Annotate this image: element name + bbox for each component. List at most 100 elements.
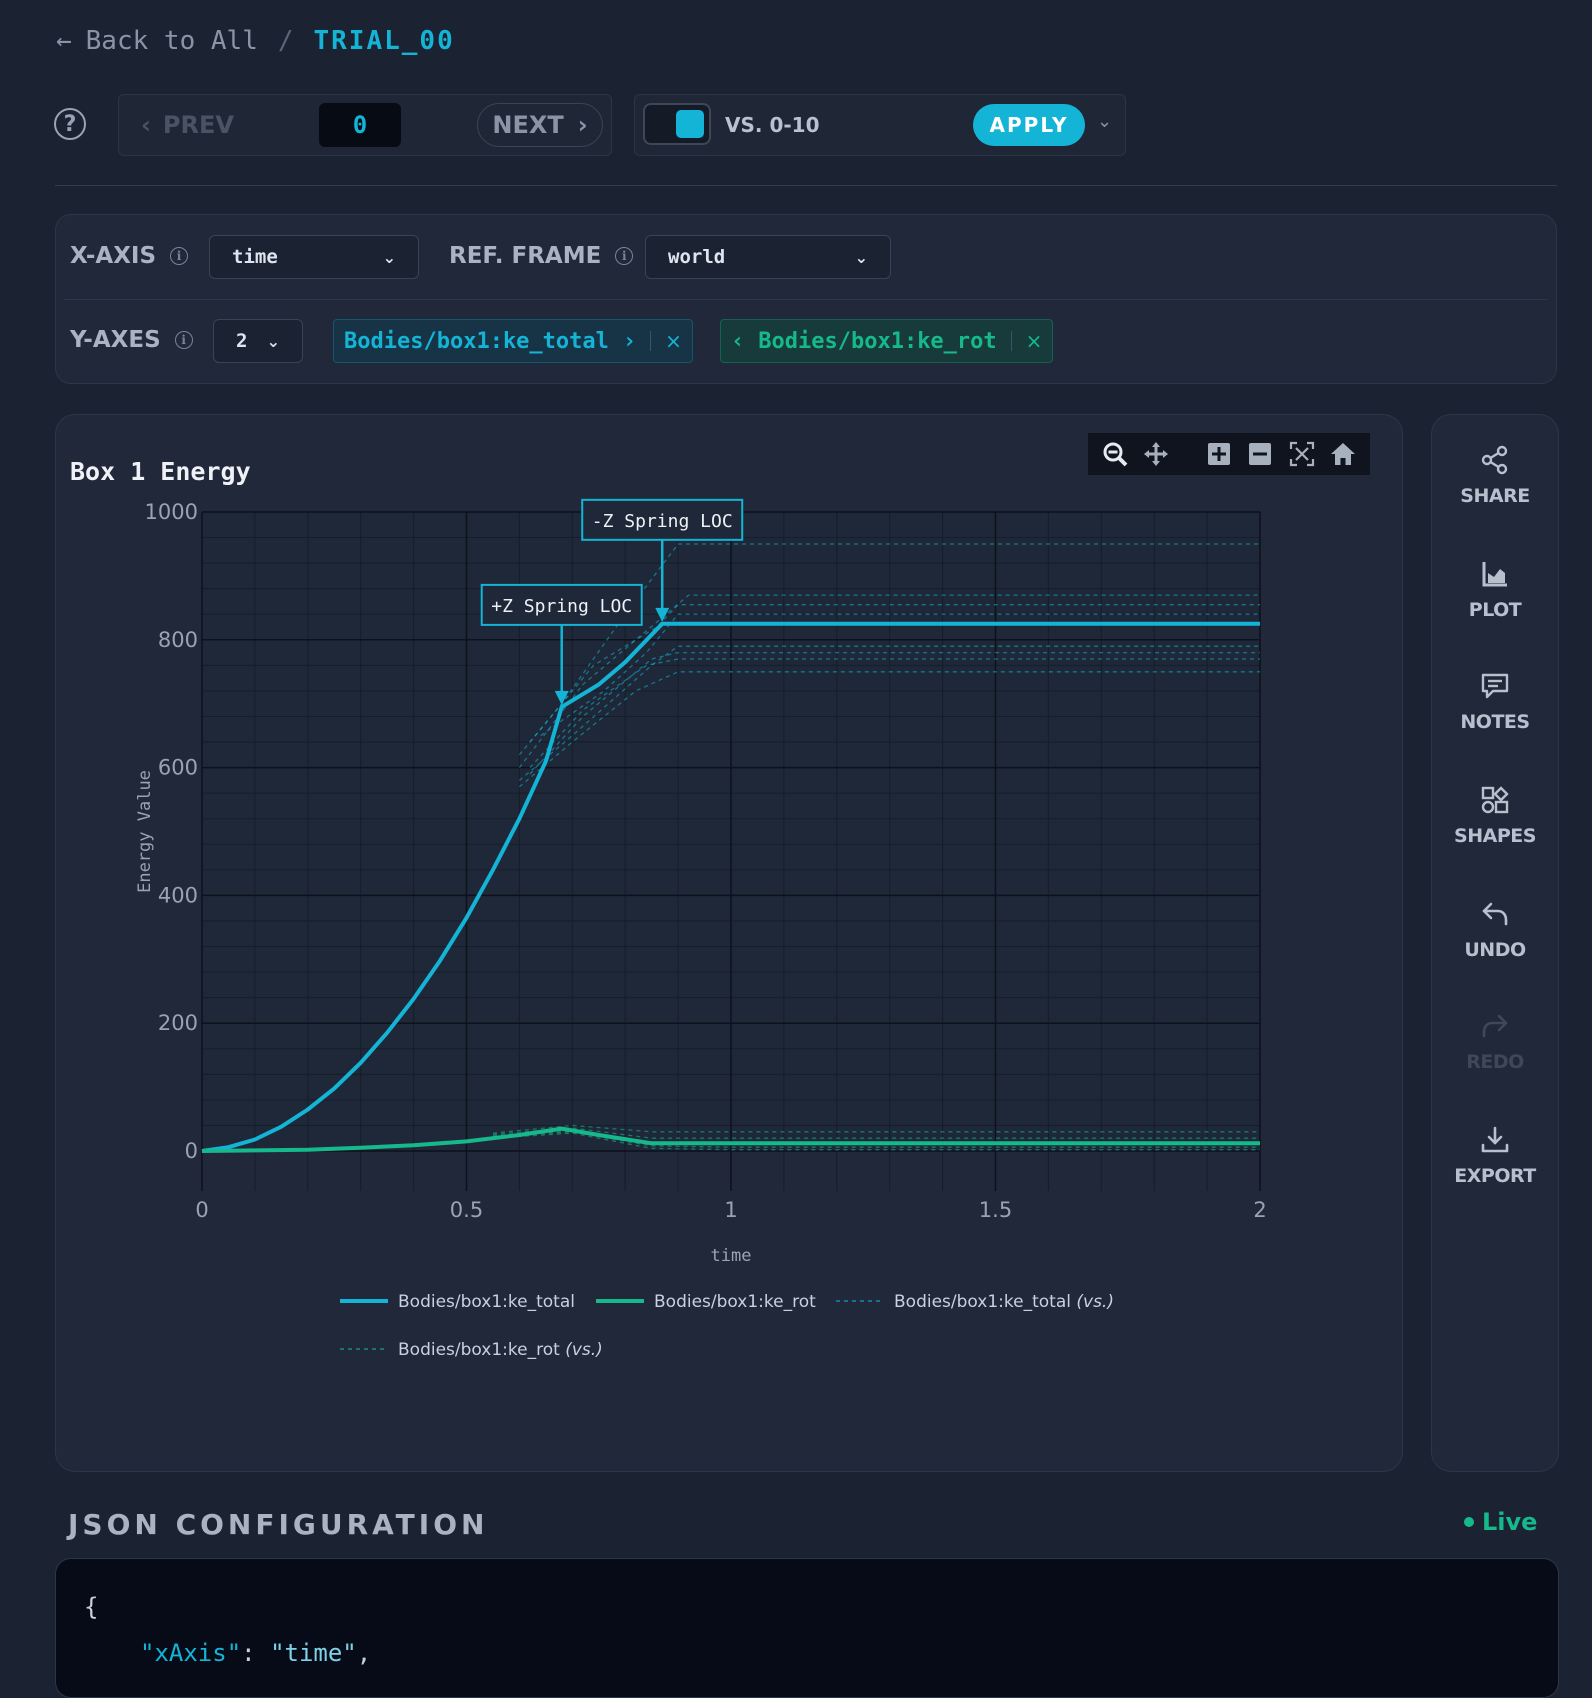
y-series-pill-label: Bodies/box1:ke_total (344, 328, 609, 354)
comparison-series-line[interactable] (529, 604, 1260, 743)
y-series-pill[interactable]: ‹ Bodies/box1:ke_rot × (720, 319, 1054, 363)
y-series-pill[interactable]: Bodies/box1:ke_total › × (333, 319, 693, 363)
comparison-series-line[interactable] (492, 1131, 1260, 1148)
y-tick-label: 800 (158, 628, 198, 652)
ref-frame-select[interactable]: world ⌄ (645, 235, 891, 279)
export-button[interactable]: EXPORT (1432, 1125, 1558, 1187)
autoscale-icon[interactable] (1289, 441, 1315, 467)
y-tick-label: 200 (158, 1011, 198, 1035)
comparison-series-line[interactable] (529, 658, 1260, 769)
plot-label: PLOT (1468, 599, 1522, 621)
json-comma: , (356, 1639, 372, 1667)
breadcrumb-separator: / (277, 26, 294, 56)
y-axis-title: Energy Value (135, 770, 155, 893)
info-icon[interactable]: i (615, 247, 634, 265)
comparison-series-line[interactable] (518, 645, 1260, 781)
header-divider (55, 185, 1557, 186)
y-tick-label: 0 (185, 1139, 198, 1163)
share-icon (1481, 445, 1508, 475)
side-toolbar: SHARE PLOT NOTES SHAPES UNDO REDO EXPORT (1431, 414, 1559, 1472)
x-axis-select[interactable]: time ⌄ (209, 235, 419, 279)
y-axes-label-group: Y-AXES i (70, 327, 193, 353)
pill-divider (650, 331, 652, 351)
shapes-button[interactable]: SHAPES (1432, 785, 1558, 847)
redo-button[interactable]: REDO (1432, 1011, 1558, 1073)
message-icon (1481, 673, 1509, 699)
x-tick-label: 0 (195, 1198, 208, 1222)
apply-button[interactable]: APPLY (973, 104, 1085, 146)
notes-button[interactable]: NOTES (1432, 671, 1558, 733)
panel-divider (64, 299, 1548, 300)
json-colon: : (241, 1639, 271, 1667)
back-arrow-icon[interactable]: ← (56, 26, 72, 56)
plot-button[interactable]: PLOT (1432, 559, 1558, 621)
annotation-label: -Z Spring LOC (592, 511, 733, 532)
help-icon[interactable]: ? (54, 108, 86, 140)
ref-frame-label-group: REF. FRAME i (449, 243, 634, 269)
undo-button[interactable]: UNDO (1432, 899, 1558, 961)
y-axes-count-select[interactable]: 2 ⌄ (213, 319, 303, 363)
y-axes-label: Y-AXES (70, 327, 161, 353)
close-icon[interactable]: × (1025, 329, 1043, 353)
chart-modebar (1088, 433, 1370, 475)
back-to-all-link[interactable]: Back to All (85, 26, 258, 56)
series-line[interactable] (201, 621, 1260, 1153)
json-editor[interactable]: { "xAxis": "time", (55, 1558, 1559, 1698)
chevron-down-icon[interactable]: ⌄ (1097, 111, 1113, 132)
annotation-box[interactable] (581, 498, 744, 541)
export-label: EXPORT (1454, 1165, 1536, 1187)
zoom-in-icon[interactable] (1206, 441, 1232, 467)
json-config-title: JSON CONFIGURATION (68, 1508, 489, 1541)
share-button[interactable]: SHARE (1432, 445, 1558, 507)
notes-label: NOTES (1460, 711, 1530, 733)
comparison-series-line[interactable] (518, 594, 1260, 768)
chevron-right-icon: › (577, 111, 588, 139)
chart-title: Box 1 Energy (70, 457, 251, 486)
chevron-right-icon[interactable]: › (622, 328, 637, 354)
x-axis-label-group: X-AXIS i (70, 243, 189, 269)
x-axis-value: time (232, 246, 278, 268)
comparison-series-line[interactable] (492, 1132, 1260, 1151)
chevron-left-icon[interactable]: ‹ (731, 328, 745, 354)
pill-divider (1010, 331, 1012, 351)
frame-navigator: ‹ PREV 0 NEXT › (118, 94, 612, 156)
y-axes-count: 2 (236, 330, 248, 352)
compare-group: VS. 0-10 APPLY ⌄ (634, 94, 1126, 156)
annotation-box[interactable] (480, 583, 643, 626)
close-icon[interactable]: × (665, 329, 682, 353)
breadcrumb-current: TRIAL_00 (313, 26, 455, 56)
annotation-arrowhead (655, 607, 670, 622)
info-icon[interactable]: i (174, 331, 193, 349)
series-line[interactable] (201, 1126, 1260, 1153)
home-icon[interactable] (1330, 441, 1356, 467)
comparison-series-line[interactable] (540, 613, 1260, 737)
frame-index-input[interactable]: 0 (319, 103, 401, 147)
legend-label[interactable]: Bodies/box1:ke_rot (654, 1292, 816, 1312)
json-line: { (84, 1593, 99, 1621)
toggle-knob (676, 110, 704, 138)
legend-label[interactable]: Bodies/box1:ke_total (vs.) (894, 1292, 1114, 1312)
legend-label[interactable]: Bodies/box1:ke_total (398, 1292, 575, 1312)
vs-range-label: VS. 0-10 (725, 113, 820, 137)
y-tick-label: 400 (158, 883, 198, 907)
pan-icon[interactable] (1143, 441, 1169, 467)
json-key: "xAxis" (140, 1639, 242, 1667)
legend-label[interactable]: Bodies/box1:ke_rot (vs.) (398, 1340, 603, 1360)
undo-label: UNDO (1464, 939, 1526, 961)
ref-frame-label: REF. FRAME (449, 243, 602, 269)
annotation-arrowhead (554, 690, 569, 705)
info-icon[interactable]: i (170, 247, 189, 265)
prev-button[interactable]: ‹ PREV (141, 111, 234, 139)
x-axis-label: X-AXIS (70, 243, 157, 269)
zoom-out-icon[interactable] (1247, 441, 1273, 467)
redo-label: REDO (1466, 1051, 1524, 1073)
redo-icon (1482, 1014, 1508, 1038)
y-series-pill-label: Bodies/box1:ke_rot (758, 328, 997, 354)
next-button[interactable]: NEXT › (477, 103, 603, 147)
compare-toggle[interactable] (643, 103, 711, 145)
x-tick-label: 1.5 (979, 1198, 1012, 1222)
annotation-label: +Z Spring LOC (491, 596, 632, 617)
zoom-icon[interactable] (1102, 441, 1128, 467)
shapes-label: SHAPES (1454, 825, 1536, 847)
chart-canvas[interactable]: 0 0.5 1 1.5 2 0 200 400 600 800 1000 time Energy Val… (56, 415, 1403, 1472)
